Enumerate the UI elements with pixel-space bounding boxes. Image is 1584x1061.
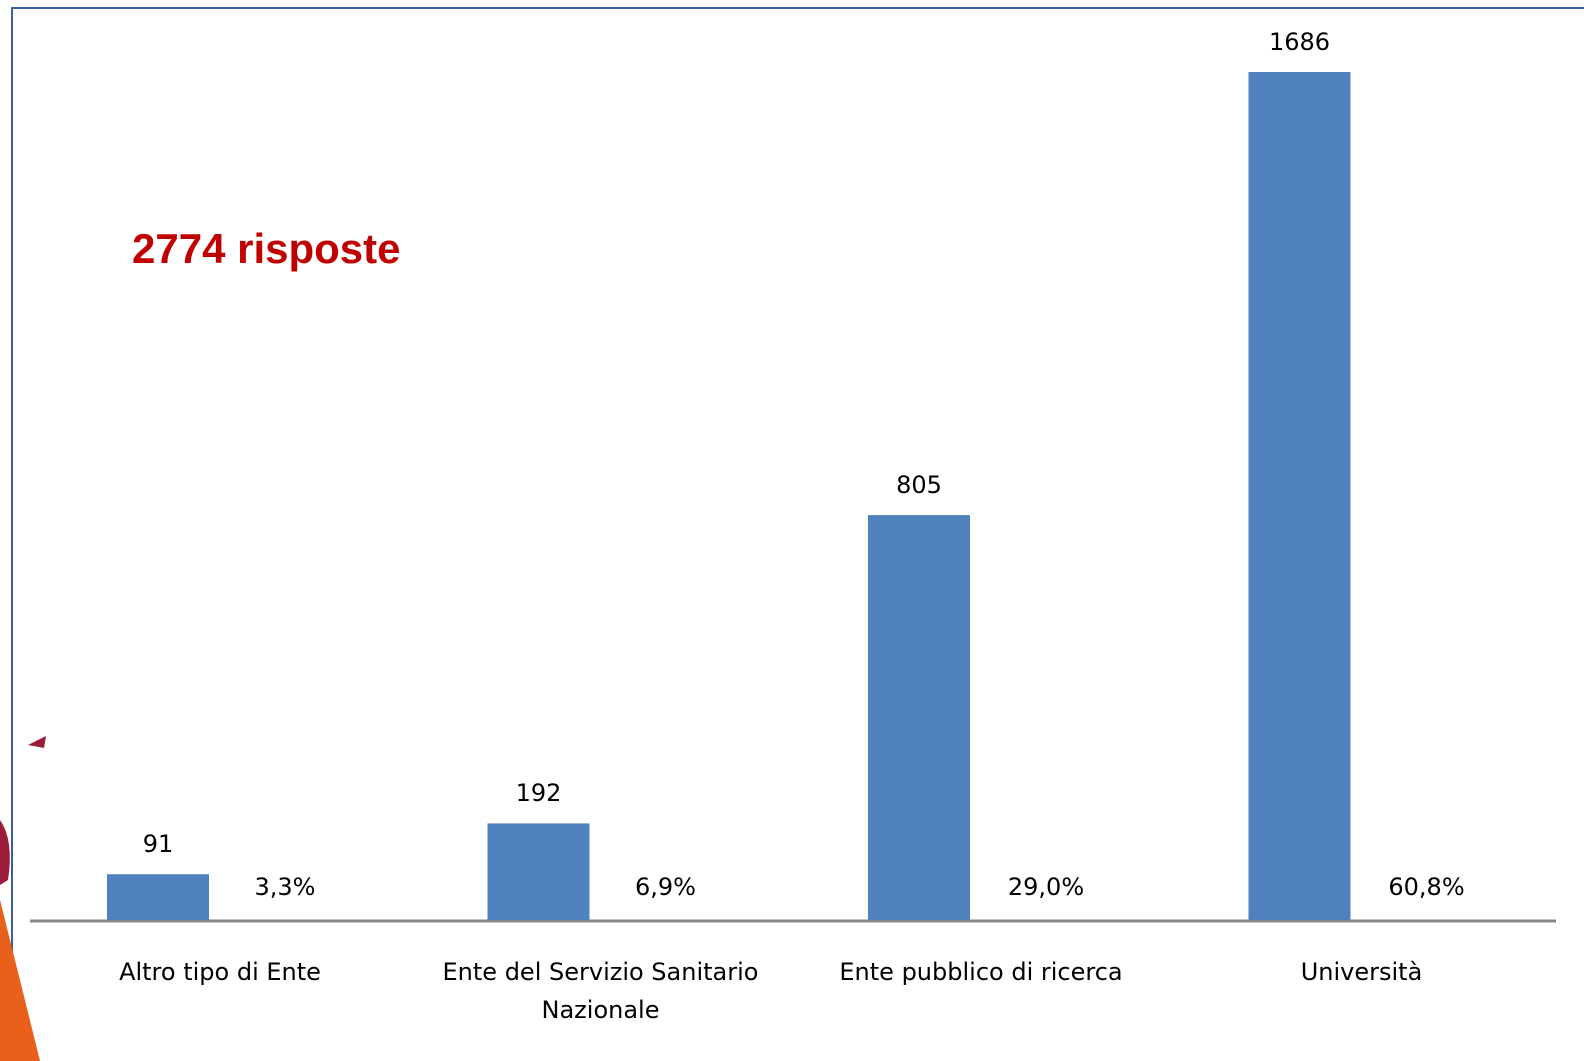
value-label: 91 bbox=[142, 830, 174, 859]
percent-label: 3,3% bbox=[254, 873, 316, 901]
x-tick-label: Università bbox=[1300, 958, 1423, 986]
bar bbox=[868, 515, 970, 920]
value-label: 192 bbox=[515, 779, 562, 808]
bar bbox=[107, 874, 209, 920]
percent-label: 60,8% bbox=[1388, 873, 1465, 901]
percent-label: 29,0% bbox=[1007, 873, 1085, 901]
x-tick-label: Ente del Servizio Sanitario Nazionale bbox=[442, 958, 759, 1024]
bar bbox=[487, 823, 590, 920]
value-label: 1686 bbox=[1268, 28, 1331, 56]
percent-label: 6,9% bbox=[635, 873, 696, 901]
decoration bbox=[28, 736, 46, 748]
value-label: 805 bbox=[896, 471, 942, 500]
x-tick-label: Altro tipo di Ente bbox=[119, 958, 321, 986]
decoration bbox=[0, 820, 10, 885]
decoration bbox=[0, 900, 40, 1061]
frame bbox=[11, 7, 1584, 1061]
x-tick-label: Ente pubblico di ricerca bbox=[839, 958, 1123, 986]
annotation: 2774 risposte bbox=[132, 225, 401, 272]
bar bbox=[1248, 72, 1351, 920]
